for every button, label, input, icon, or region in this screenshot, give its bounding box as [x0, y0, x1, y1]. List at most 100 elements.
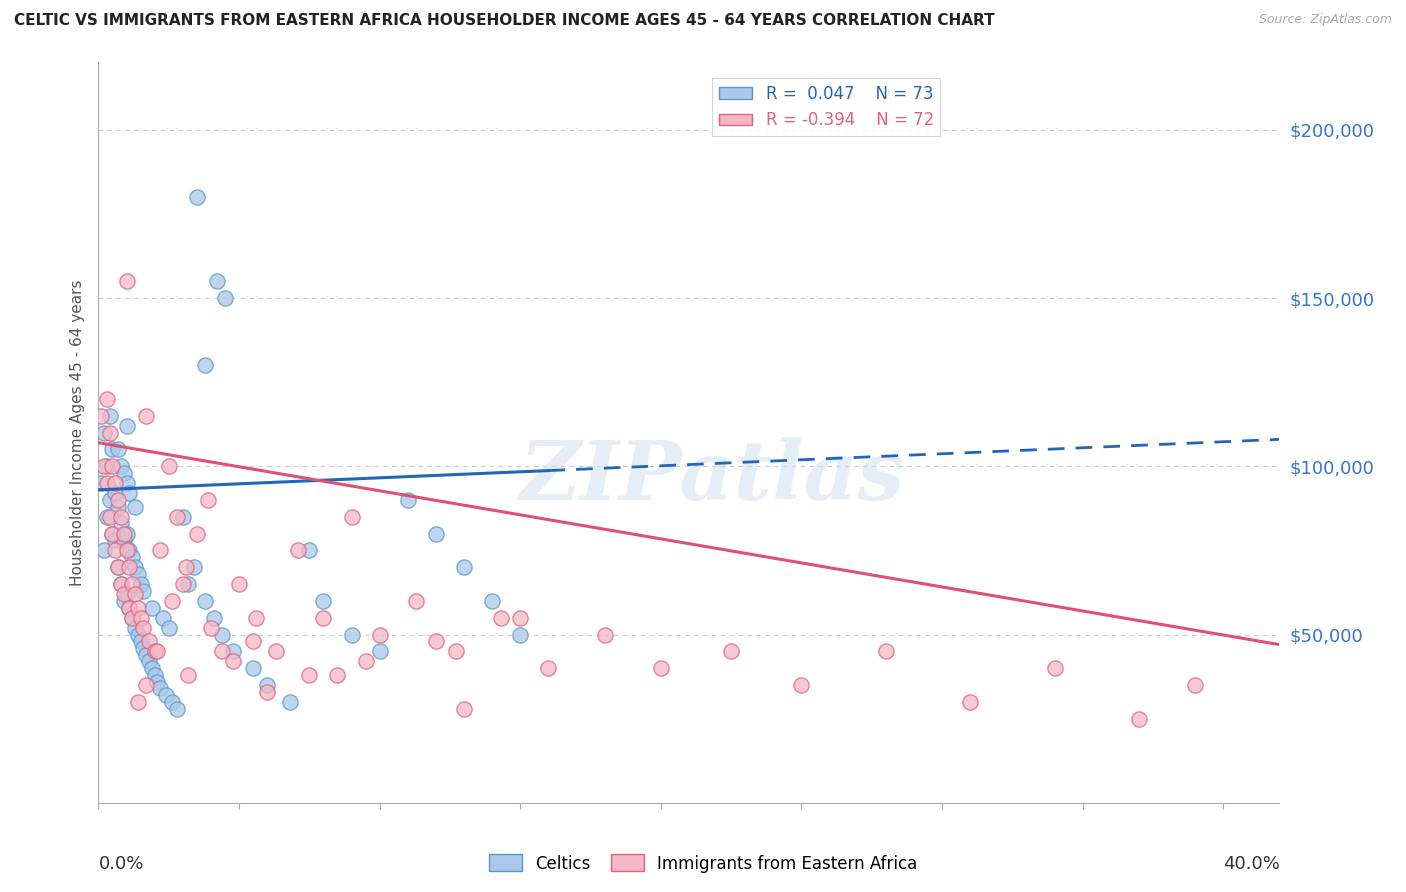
Point: [186, 190, 208, 204]
Point: [121, 550, 143, 565]
Point: [509, 627, 531, 641]
Point: [118, 543, 141, 558]
Point: [1184, 678, 1206, 692]
Point: [489, 610, 512, 624]
Point: [172, 577, 194, 591]
Point: [312, 594, 335, 608]
Point: [959, 695, 981, 709]
Point: [149, 543, 172, 558]
Point: [368, 644, 391, 658]
Point: [101, 526, 124, 541]
Point: [194, 359, 217, 373]
Point: [104, 543, 127, 558]
Point: [141, 661, 163, 675]
Point: [177, 668, 200, 682]
Point: [112, 587, 135, 601]
Point: [112, 594, 135, 608]
Point: [425, 634, 447, 648]
Point: [141, 600, 163, 615]
Point: [155, 688, 177, 702]
Point: [96, 459, 118, 474]
Point: [166, 701, 188, 715]
Point: [146, 644, 169, 658]
Point: [340, 509, 363, 524]
Point: [121, 610, 143, 624]
Point: [650, 661, 672, 675]
Point: [481, 594, 503, 608]
Point: [425, 526, 447, 541]
Point: [160, 695, 183, 709]
Point: [118, 600, 141, 615]
Text: CELTIC VS IMMIGRANTS FROM EASTERN AFRICA HOUSEHOLDER INCOME AGES 45 - 64 YEARS C: CELTIC VS IMMIGRANTS FROM EASTERN AFRICA…: [14, 13, 994, 29]
Point: [166, 509, 188, 524]
Point: [396, 492, 419, 507]
Point: [298, 543, 321, 558]
Point: [90, 409, 112, 423]
Point: [256, 678, 278, 692]
Point: [127, 566, 149, 581]
Point: [96, 509, 118, 524]
Point: [124, 621, 146, 635]
Point: [115, 526, 138, 541]
Point: [405, 594, 427, 608]
Point: [101, 526, 124, 541]
Point: [312, 610, 335, 624]
Point: [287, 543, 309, 558]
Point: [242, 661, 264, 675]
Point: [453, 560, 475, 574]
Point: [107, 560, 129, 574]
Point: [143, 668, 166, 682]
Point: [197, 492, 219, 507]
Point: [183, 560, 205, 574]
Point: [98, 425, 121, 440]
Point: [121, 610, 143, 624]
Point: [118, 600, 141, 615]
Point: [202, 610, 225, 624]
Point: [96, 476, 118, 491]
Point: [115, 418, 138, 433]
Point: [160, 594, 183, 608]
Point: [127, 695, 149, 709]
Point: [157, 459, 180, 474]
Point: [96, 392, 118, 406]
Point: [93, 459, 115, 474]
Point: [444, 644, 467, 658]
Point: [98, 409, 121, 423]
Point: [214, 291, 236, 305]
Point: [107, 500, 129, 514]
Point: [194, 594, 217, 608]
Point: [222, 644, 245, 658]
Point: [110, 577, 132, 591]
Point: [256, 685, 278, 699]
Point: [132, 621, 155, 635]
Point: [205, 274, 228, 288]
Point: [720, 644, 742, 658]
Point: [593, 627, 616, 641]
Point: [112, 533, 135, 548]
Point: [107, 492, 129, 507]
Point: [177, 577, 200, 591]
Point: [98, 509, 121, 524]
Point: [228, 577, 250, 591]
Point: [135, 409, 157, 423]
Point: [211, 627, 233, 641]
Point: [157, 621, 180, 635]
Point: [242, 634, 264, 648]
Point: [135, 648, 157, 662]
Text: ZIPatlas: ZIPatlas: [520, 437, 905, 517]
Point: [90, 476, 112, 491]
Point: [537, 661, 560, 675]
Point: [98, 492, 121, 507]
Point: [121, 577, 143, 591]
Point: [124, 587, 146, 601]
Point: [143, 644, 166, 658]
Point: [278, 695, 301, 709]
Point: [118, 486, 141, 500]
Text: Source: ZipAtlas.com: Source: ZipAtlas.com: [1258, 13, 1392, 27]
Point: [1128, 712, 1150, 726]
Point: [115, 274, 138, 288]
Point: [340, 627, 363, 641]
Point: [104, 533, 127, 548]
Point: [354, 655, 377, 669]
Point: [264, 644, 287, 658]
